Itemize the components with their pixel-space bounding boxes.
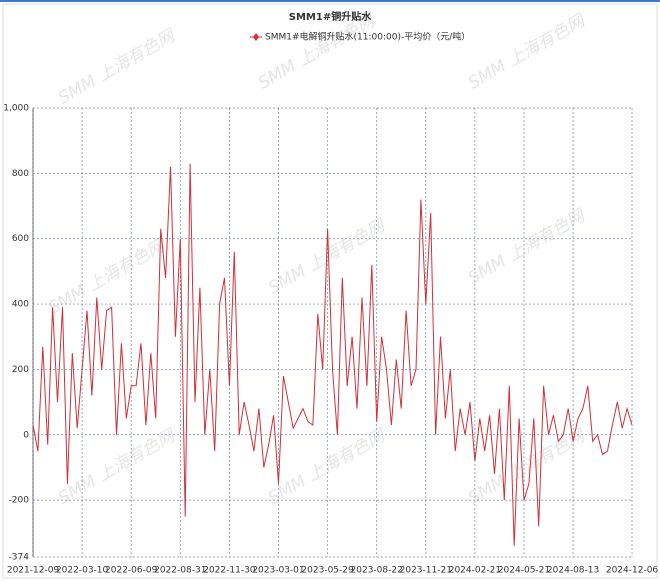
- y-tick-label: 0: [23, 430, 29, 440]
- y-tick-label: -200: [9, 496, 30, 506]
- legend-marker: [253, 33, 259, 41]
- x-tick-label: 2023-08-22: [351, 566, 403, 576]
- x-tick-label: 2021-12-09: [7, 566, 60, 576]
- x-tick-label: 2023-03-01: [252, 566, 304, 576]
- x-tick-label: 2022-03-10: [56, 566, 109, 576]
- series-line: [32, 163, 633, 546]
- y-tick-label: 400: [12, 300, 29, 310]
- x-tick-label: 2024-08-13: [547, 566, 599, 576]
- y-tick-label: 1,000: [3, 104, 29, 114]
- frame: [2, 3, 658, 579]
- x-tick-label: 2024-12-06: [606, 566, 659, 576]
- x-tick-label: 2024-02-21: [449, 566, 501, 576]
- x-tick-label: 2024-05-21: [498, 566, 550, 576]
- y-tick-label: 600: [12, 234, 29, 244]
- y-tick-label: 200: [12, 365, 29, 375]
- y-tick-label: -374: [9, 553, 30, 563]
- y-tick-label: 800: [12, 169, 29, 179]
- x-tick-label: 2022-08-31: [154, 566, 206, 576]
- x-tick-label: 2023-11-21: [400, 566, 452, 576]
- x-tick-label: 2022-06-09: [105, 566, 158, 576]
- chart-title: SMM1#铜升贴水: [289, 10, 372, 23]
- x-tick-label: 2022-11-30: [203, 566, 256, 576]
- legend-label: SMM1#电解铜升贴水(11:00:00)-平均价（元/吨）: [265, 31, 470, 43]
- x-tick-label: 2023-05-29: [301, 566, 354, 576]
